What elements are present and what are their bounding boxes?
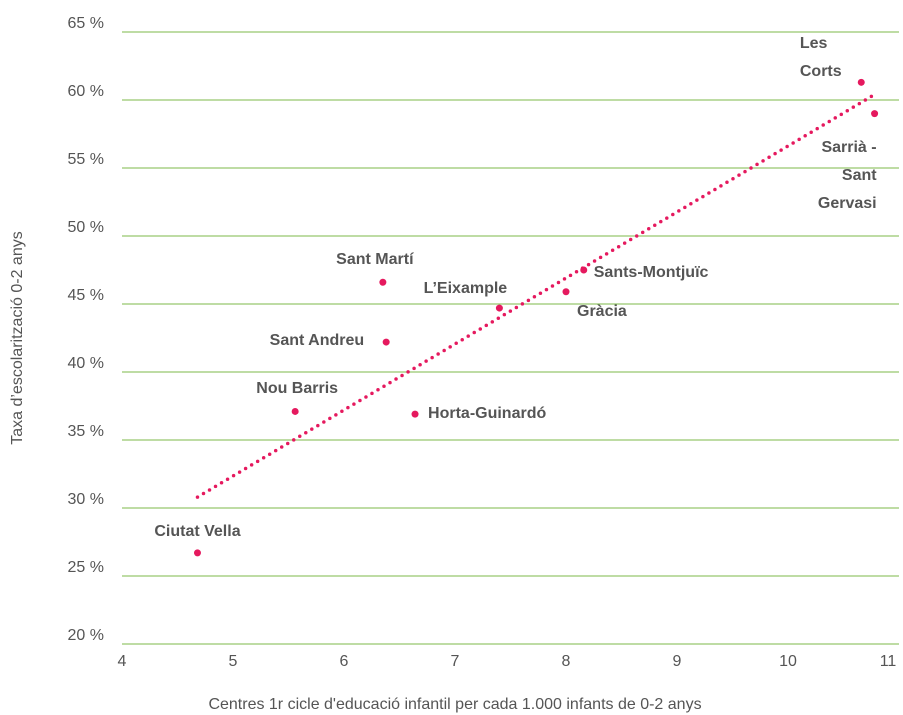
- data-point: [857, 78, 865, 86]
- data-point: [580, 266, 588, 274]
- x-axis-title: Centres 1r cicle d'educació infantil per…: [208, 696, 701, 713]
- data-point: [871, 110, 879, 118]
- point-label: L’Eixample: [423, 280, 508, 298]
- x-tick-label: 4: [118, 653, 127, 670]
- y-tick-label: 65 %: [68, 15, 104, 32]
- y-tick-label: 30 %: [68, 491, 104, 508]
- x-tick-label: 6: [340, 653, 349, 670]
- y-tick-label: 20 %: [68, 627, 104, 644]
- x-tick-label: 9: [673, 653, 682, 670]
- x-tick-label: 10: [779, 653, 797, 670]
- data-point: [411, 410, 419, 418]
- x-tick-label: 5: [229, 653, 238, 670]
- point-label: Gràcia: [577, 302, 627, 320]
- y-axis-title: Taxa d’escolarització 0-2 anys: [9, 231, 26, 444]
- data-point: [495, 304, 503, 312]
- point-label: Sarrià - Sant Gervasi: [817, 138, 877, 212]
- data-point: [291, 407, 299, 415]
- y-tick-label: 25 %: [68, 559, 104, 576]
- data-point: [382, 338, 390, 346]
- y-tick-label: 40 %: [68, 355, 104, 372]
- y-tick-label: 45 %: [68, 287, 104, 304]
- point-label: Sant Martí: [336, 251, 414, 269]
- point-label: Nou Barris: [256, 380, 339, 398]
- data-point: [193, 549, 201, 557]
- x-tick-label: 8: [562, 653, 571, 670]
- y-tick-label: 60 %: [68, 83, 104, 100]
- trend-line: [195, 91, 879, 499]
- x-tick-label: 11: [880, 653, 897, 670]
- point-label: Horta-Guinardó: [428, 405, 547, 423]
- data-point: [562, 288, 570, 296]
- y-tick-label: 55 %: [68, 151, 104, 168]
- y-tick-label: 35 %: [68, 423, 104, 440]
- point-label: Sant Andreu: [269, 332, 365, 350]
- y-tick-label: 50 %: [68, 219, 104, 236]
- point-label: Ciutat Vella: [154, 522, 241, 540]
- point-label: Sants-Montjuïc: [593, 264, 709, 281]
- x-tick-label: 7: [451, 653, 460, 670]
- point-label: Les Corts: [799, 35, 842, 81]
- data-point: [379, 278, 387, 286]
